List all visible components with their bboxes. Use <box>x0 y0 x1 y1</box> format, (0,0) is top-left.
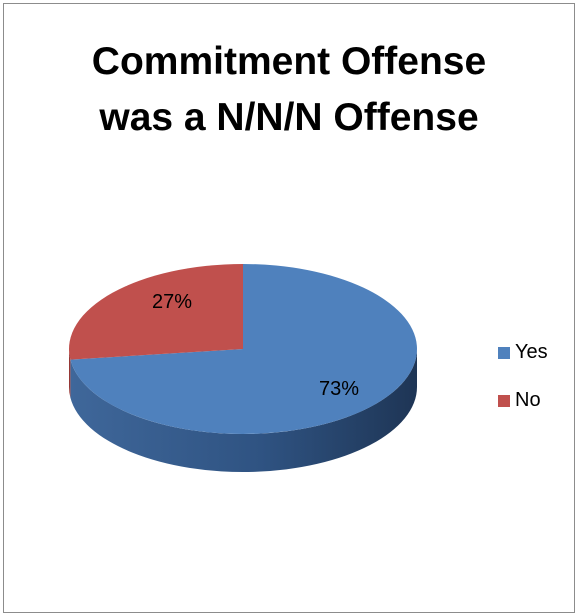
pie-label-no: 27% <box>152 291 192 313</box>
legend-label-yes: Yes <box>515 341 548 363</box>
chart-title-line-2: was a N/N/N Offense <box>99 96 479 139</box>
legend-label-no: No <box>515 389 541 411</box>
chart-title: Commitment Offense was a N/N/N Offense <box>4 34 574 146</box>
chart-title-line-1: Commitment Offense <box>91 40 487 83</box>
pie-side-yes <box>70 349 417 472</box>
pie-slice-no <box>69 264 243 360</box>
legend-item-yes: Yes <box>498 341 548 364</box>
pie-slice-yes <box>70 264 418 434</box>
legend-swatch-yes <box>498 346 510 359</box>
legend-swatch-no <box>498 394 510 407</box>
pie-label-yes: 73% <box>319 378 359 400</box>
legend-item-no: No <box>498 389 548 412</box>
pie-side-no <box>69 349 71 398</box>
legend: Yes No <box>498 341 548 437</box>
